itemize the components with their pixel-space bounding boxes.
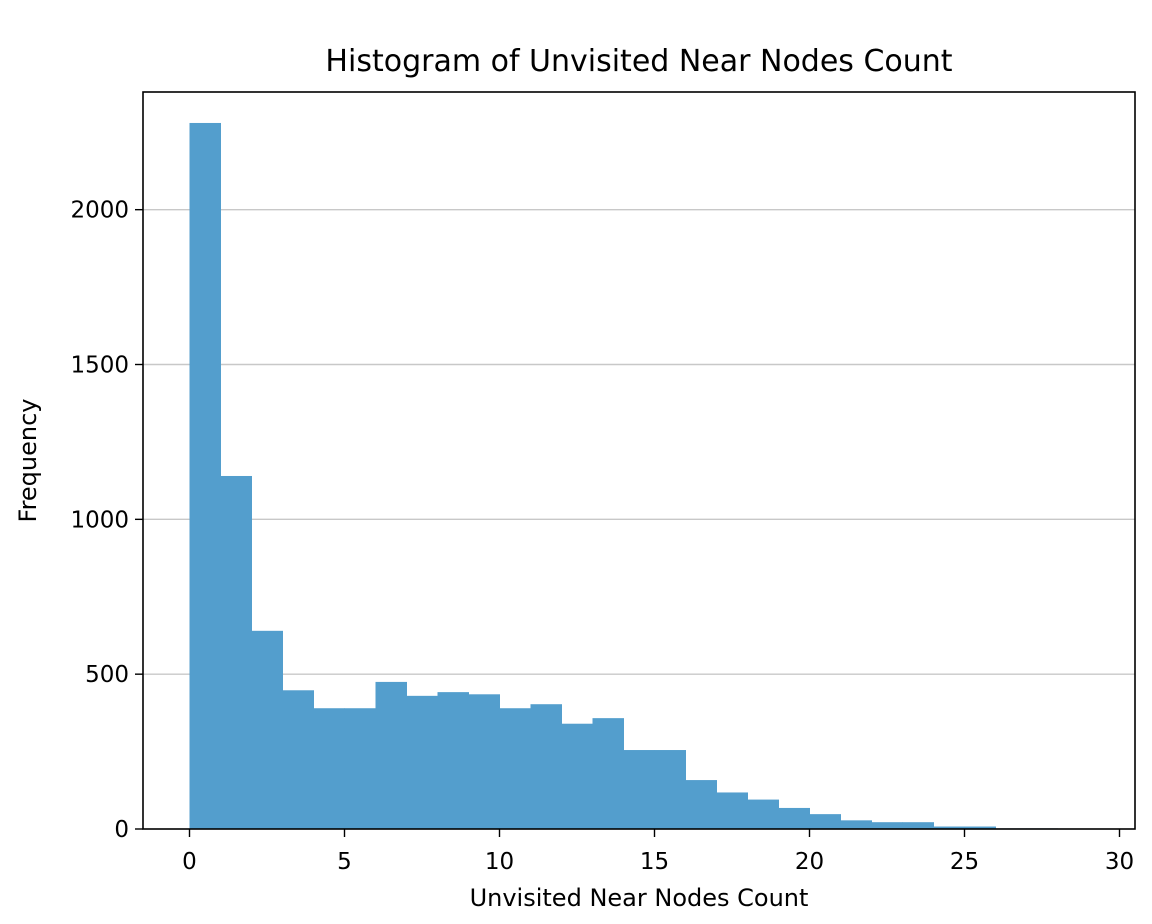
histogram-bar-16 [685, 780, 717, 829]
histogram-bar-11 [530, 704, 562, 829]
histogram-bar-5 [344, 708, 376, 829]
histogram-bar-7 [406, 695, 438, 829]
histogram-bar-22 [871, 822, 903, 829]
histogram-bar-0 [189, 122, 221, 830]
x-tick-label-10: 10 [485, 849, 514, 875]
histogram-bar-2 [251, 630, 283, 829]
histogram-bar-20 [809, 814, 841, 829]
histogram-bar-13 [592, 718, 624, 829]
histogram-bar-21 [840, 820, 872, 829]
histogram-bar-4 [313, 708, 345, 829]
histogram-bar-3 [282, 690, 314, 829]
histogram-bar-15 [654, 750, 686, 829]
histogram-bar-24 [933, 826, 965, 829]
x-tick-label-0: 0 [182, 849, 197, 875]
histogram-bar-6 [375, 681, 407, 829]
y-axis-label: Frequency [14, 399, 42, 523]
histogram-bar-1 [220, 475, 252, 829]
histogram-bar-19 [778, 807, 810, 829]
histogram-bar-8 [437, 692, 469, 829]
histogram-bar-14 [623, 750, 655, 829]
x-axis-label: Unvisited Near Nodes Count [470, 884, 809, 912]
y-tick-label-500: 500 [85, 662, 129, 688]
histogram-bar-9 [468, 694, 500, 829]
x-tick-label-20: 20 [795, 849, 824, 875]
y-tick-label-1000: 1000 [70, 507, 129, 533]
histogram-bar-10 [499, 708, 531, 829]
x-axis-ticks: 0 5 10 15 20 25 30 [182, 829, 1134, 875]
y-tick-label-1500: 1500 [70, 353, 129, 379]
y-axis-ticks: 0 500 1000 1500 2000 [70, 198, 143, 843]
histogram-bars [189, 122, 1089, 830]
x-tick-label-25: 25 [950, 849, 979, 875]
histogram-bar-18 [747, 799, 779, 829]
x-tick-label-15: 15 [640, 849, 669, 875]
plot-area-frame [142, 91, 1136, 830]
x-tick-label-30: 30 [1105, 849, 1134, 875]
histogram-bar-12 [561, 723, 593, 829]
histogram-bar-17 [716, 792, 748, 829]
y-tick-label-2000: 2000 [70, 198, 129, 224]
x-tick-label-5: 5 [337, 849, 352, 875]
histogram-bar-23 [902, 822, 934, 829]
histogram-bar-25 [964, 826, 996, 829]
y-tick-label-0: 0 [114, 817, 129, 843]
y-gridlines [143, 208, 1135, 675]
chart-title: Histogram of Unvisited Near Nodes Count [325, 44, 952, 79]
